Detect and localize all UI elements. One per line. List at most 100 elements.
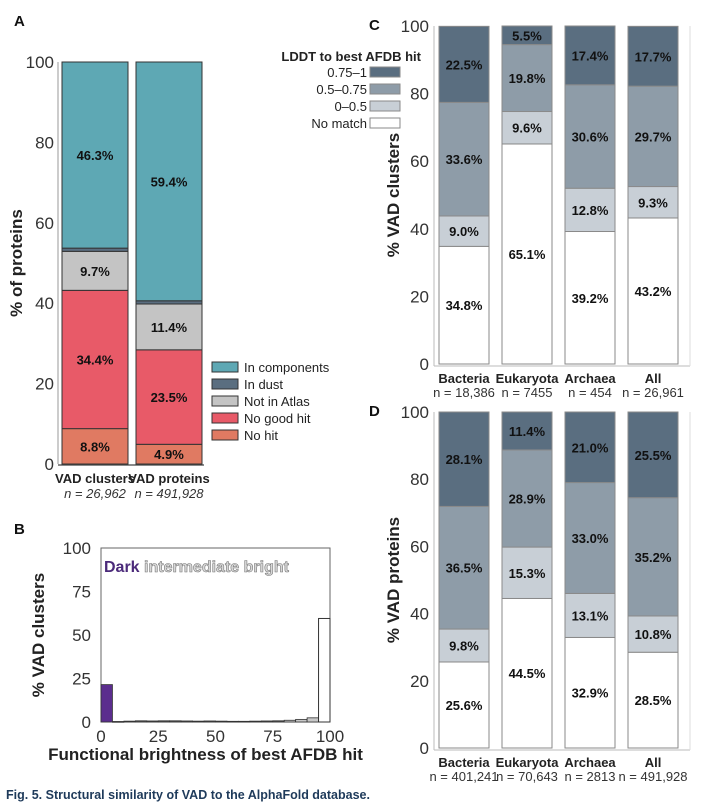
n-label: n = 491,928 bbox=[134, 486, 204, 501]
bar-value-label: 23.5% bbox=[151, 390, 188, 405]
bar-value-label: 28.9% bbox=[509, 492, 546, 507]
legend-swatch bbox=[211, 378, 239, 390]
bar-value-label: 19.8% bbox=[509, 71, 546, 86]
n-label: n = 454 bbox=[568, 385, 612, 400]
bar-segment bbox=[438, 215, 490, 247]
histogram-bin bbox=[100, 684, 113, 723]
bar-value-label: 39.2% bbox=[572, 291, 609, 306]
x-axis-label-b: Functional brightness of best AFDB hit bbox=[48, 745, 363, 764]
bar-value-label: 32.9% bbox=[572, 686, 609, 701]
y-tick-d: 20 bbox=[410, 672, 429, 691]
histogram-bin bbox=[192, 720, 205, 723]
bar-segment bbox=[627, 411, 679, 499]
histogram-bin bbox=[272, 720, 285, 723]
bar-segment bbox=[501, 25, 553, 46]
y-tick-c: 20 bbox=[410, 287, 429, 306]
legend-swatch bbox=[211, 412, 239, 424]
bar-value-label: 44.5% bbox=[509, 666, 546, 681]
bar-value-label: 10.8% bbox=[635, 627, 672, 642]
x-tick-b: 75 bbox=[263, 727, 282, 746]
bar-value-label: 33.6% bbox=[446, 152, 483, 167]
legend-swatch bbox=[211, 429, 239, 441]
bar-value-label: 25.5% bbox=[635, 448, 672, 463]
bar-segment bbox=[501, 143, 553, 365]
bar-value-label: 28.5% bbox=[635, 693, 672, 708]
histogram-bin bbox=[134, 720, 148, 723]
bar-segment bbox=[627, 85, 679, 188]
bar-value-label: 17.7% bbox=[635, 49, 672, 64]
brightness-annotation: Dark intermediate bright bbox=[104, 559, 290, 576]
bar-value-label: 15.3% bbox=[509, 566, 546, 581]
legend-label: No hit bbox=[244, 428, 278, 443]
annotation-intermediate: intermediate bbox=[140, 559, 240, 576]
bar-value-label: 8.8% bbox=[80, 439, 110, 454]
legend-label: 0.5–0.75 bbox=[316, 82, 367, 97]
legend-label: Not in Atlas bbox=[244, 394, 310, 409]
bar-segment bbox=[501, 597, 553, 749]
bar-segment bbox=[627, 217, 679, 365]
panel-letter-d: D bbox=[369, 403, 380, 420]
annotation-dark: Dark bbox=[104, 559, 140, 576]
y-tick-c: 40 bbox=[410, 220, 429, 239]
bar-value-label: 34.4% bbox=[77, 352, 114, 367]
bar-segment bbox=[61, 428, 129, 465]
bar-value-label: 22.5% bbox=[446, 57, 483, 72]
x-tick-b: 100 bbox=[316, 727, 344, 746]
bar-segment bbox=[564, 231, 616, 365]
bar-segment bbox=[438, 25, 490, 103]
bar-segment bbox=[627, 615, 679, 653]
bar-value-label: 35.2% bbox=[635, 550, 672, 565]
histogram-bin bbox=[306, 717, 319, 723]
histogram-bin bbox=[123, 720, 136, 723]
y-tick-a: 80 bbox=[35, 133, 54, 152]
y-tick-c: 0 bbox=[420, 355, 429, 374]
category-label: VAD proteins bbox=[128, 471, 209, 486]
bar-value-label: 28.1% bbox=[446, 452, 483, 467]
histogram-bin bbox=[146, 720, 159, 723]
bar-segment bbox=[564, 187, 616, 233]
annotation-bright: bright bbox=[239, 559, 289, 576]
n-label: n = 18,386 bbox=[433, 385, 495, 400]
y-tick-d: 0 bbox=[420, 739, 429, 758]
bar-value-label: 34.8% bbox=[446, 298, 483, 313]
legend-swatch bbox=[211, 395, 239, 407]
n-label: n = 7455 bbox=[502, 385, 553, 400]
category-label: Eukaryota bbox=[496, 755, 560, 770]
bar-segment bbox=[627, 186, 679, 219]
bar-value-label: 11.4% bbox=[509, 424, 546, 439]
figure-caption: Fig. 5. Structural similarity of VAD to … bbox=[6, 788, 370, 802]
y-tick-b: 0 bbox=[82, 713, 91, 732]
histogram-bin bbox=[295, 718, 308, 723]
legend-label: 0.75–1 bbox=[327, 65, 367, 80]
legend-swatch bbox=[369, 66, 401, 78]
y-tick-d: 80 bbox=[410, 470, 429, 489]
y-tick-a: 100 bbox=[26, 53, 54, 72]
bar-segment bbox=[438, 101, 490, 217]
panel-letter-c: C bbox=[369, 17, 380, 34]
bar-value-label: 25.6% bbox=[446, 698, 483, 713]
histogram-bin-bright bbox=[318, 617, 331, 723]
y-axis-label-c: % VAD clusters bbox=[384, 133, 403, 257]
bar-value-label: 43.2% bbox=[635, 284, 672, 299]
y-tick-d: 100 bbox=[401, 403, 429, 422]
y-tick-a: 60 bbox=[35, 214, 54, 233]
y-tick-b: 75 bbox=[72, 583, 91, 602]
y-tick-d: 60 bbox=[410, 537, 429, 556]
legend-title-c: LDDT to best AFDB hit bbox=[281, 49, 421, 64]
histogram-bin bbox=[249, 720, 262, 723]
histogram-bin bbox=[203, 720, 216, 723]
bar-value-label: 9.8% bbox=[449, 639, 479, 654]
y-tick-d: 40 bbox=[410, 605, 429, 624]
y-tick-b: 50 bbox=[72, 626, 91, 645]
n-label: n = 491,928 bbox=[618, 769, 687, 784]
bar-segment bbox=[135, 61, 203, 302]
y-tick-a: 40 bbox=[35, 294, 54, 313]
category-label: Archaea bbox=[564, 371, 616, 386]
bar-segment bbox=[627, 25, 679, 87]
bar-segment bbox=[438, 628, 490, 663]
bar-value-label: 21.0% bbox=[572, 440, 609, 455]
y-tick-c: 60 bbox=[410, 152, 429, 171]
bar-segment bbox=[501, 546, 553, 599]
x-tick-b: 0 bbox=[96, 727, 105, 746]
y-tick-c: 80 bbox=[410, 85, 429, 104]
